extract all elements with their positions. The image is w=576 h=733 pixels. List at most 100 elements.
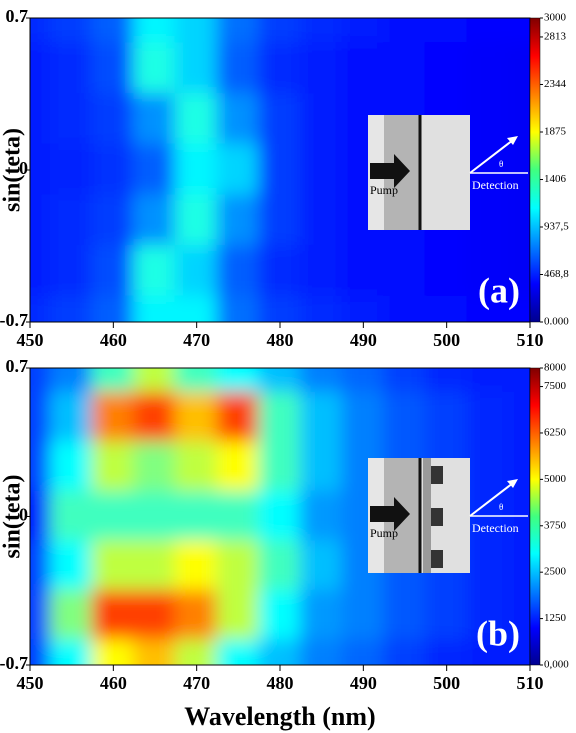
y-tick-label: 0.7 bbox=[6, 6, 29, 26]
y-tick-label: -0.7 bbox=[0, 310, 28, 330]
heatmap-cell bbox=[91, 589, 136, 642]
heatmap-cell bbox=[91, 368, 136, 394]
heatmap-cell bbox=[299, 295, 344, 322]
heatmap-cell bbox=[91, 42, 136, 95]
heatmap-cell bbox=[49, 194, 94, 247]
colorbar-tick-label: 2813 bbox=[544, 30, 567, 42]
heatmap-cell bbox=[49, 295, 94, 322]
heatmap-cell bbox=[49, 143, 94, 197]
colorbar-tick-label: 468,8 bbox=[544, 268, 569, 280]
x-tick-label: 450 bbox=[17, 330, 44, 350]
heatmap-cell bbox=[216, 42, 261, 95]
y-tick-label: 0.7 bbox=[6, 356, 29, 376]
heatmap-cell bbox=[341, 42, 386, 95]
heatmap-cell bbox=[91, 245, 136, 298]
heatmap-cell bbox=[258, 194, 302, 247]
heatmap-cell bbox=[216, 245, 261, 298]
heatmap-cell bbox=[174, 490, 219, 543]
heatmap-cell bbox=[508, 295, 530, 322]
heatmap-cell bbox=[508, 540, 530, 592]
detection-arrowhead bbox=[507, 136, 518, 145]
heatmap-cell bbox=[91, 391, 136, 444]
heatmap-cell bbox=[174, 589, 219, 642]
heatmap-cell bbox=[299, 143, 344, 197]
heatmap-cell bbox=[133, 441, 177, 493]
y-axis-label: sin(teta) bbox=[0, 475, 26, 559]
heatmap-cell bbox=[30, 194, 52, 247]
heatmap-cell bbox=[91, 93, 136, 146]
heatmap-cell bbox=[341, 368, 386, 394]
heatmap-cell bbox=[466, 540, 511, 592]
x-tick-label: 460 bbox=[100, 673, 127, 693]
colorbar-tick-label: 7500 bbox=[544, 380, 567, 392]
x-tick-label: 510 bbox=[517, 330, 544, 350]
inset-schematic: Pump θ Detection bbox=[368, 458, 528, 573]
heatmap-cell bbox=[133, 295, 177, 322]
heatmap-cell bbox=[91, 194, 136, 247]
heatmap-cell bbox=[174, 391, 219, 444]
x-tick-label: 470 bbox=[183, 673, 210, 693]
colorbar-tick-label: 1406 bbox=[544, 173, 567, 185]
colorbar-tick-label: 6250 bbox=[544, 427, 567, 439]
grating-tooth bbox=[431, 508, 443, 526]
colorbar-tick-label: 937,5 bbox=[544, 221, 569, 233]
heatmap-cell bbox=[341, 18, 386, 45]
heatmap-cell bbox=[258, 42, 302, 95]
heatmap-cell bbox=[216, 441, 261, 493]
heatmap-cell bbox=[174, 93, 219, 146]
x-tick-label: 500 bbox=[433, 673, 460, 693]
heatmap-cell bbox=[133, 540, 177, 592]
heatmap-cell bbox=[508, 42, 530, 95]
detection-ray bbox=[469, 482, 514, 517]
x-tick-label: 510 bbox=[517, 673, 544, 693]
heatmap-cell bbox=[133, 93, 177, 146]
heatmap-cell bbox=[91, 18, 136, 45]
colorbar-tick-label: 2500 bbox=[544, 566, 567, 578]
heatmap-cell bbox=[258, 391, 302, 444]
heatmap-cell bbox=[299, 18, 344, 45]
heatmap-cell bbox=[299, 441, 344, 493]
heatmap-cell bbox=[30, 18, 52, 45]
colorbar-tick-label: 1250 bbox=[544, 612, 567, 624]
heatmap-cell bbox=[91, 490, 136, 543]
heatmap-cell bbox=[174, 18, 219, 45]
heatmap-cell bbox=[424, 42, 469, 95]
layer bbox=[420, 115, 470, 230]
colorbar-tick-label: 3750 bbox=[544, 519, 567, 531]
heatmap-cell bbox=[383, 42, 427, 95]
pump-arrow bbox=[370, 154, 410, 188]
heatmap-cell bbox=[258, 143, 302, 197]
heatmap-cell bbox=[30, 490, 52, 543]
colorbar-tick-label: 5000 bbox=[544, 473, 567, 485]
heatmap-cell bbox=[216, 18, 261, 45]
heatmap-cell bbox=[216, 143, 261, 197]
heatmap-cell bbox=[341, 589, 386, 642]
heatmap-cell bbox=[91, 540, 136, 592]
heatmap-cell bbox=[424, 639, 469, 665]
heatmap-cell bbox=[258, 295, 302, 322]
x-tick-label: 450 bbox=[17, 673, 44, 693]
heatmap-cell bbox=[91, 441, 136, 493]
heatmap-cell bbox=[466, 93, 511, 146]
heatmap-cell bbox=[174, 42, 219, 95]
heatmap-cell bbox=[91, 295, 136, 322]
heatmap-cell bbox=[30, 441, 52, 493]
heatmap-cell bbox=[383, 18, 427, 45]
heatmap bbox=[30, 368, 530, 665]
x-tick-label: 480 bbox=[267, 330, 294, 350]
heatmap-cell bbox=[30, 42, 52, 95]
heatmap-cell bbox=[49, 391, 94, 444]
x-tick-label: 490 bbox=[350, 673, 377, 693]
heatmap-cell bbox=[49, 639, 94, 665]
heatmap-cell bbox=[258, 18, 302, 45]
heatmap-cell bbox=[133, 194, 177, 247]
heatmap-cell bbox=[466, 441, 511, 493]
x-tick-label: 490 bbox=[350, 330, 377, 350]
x-tick-label: 500 bbox=[433, 330, 460, 350]
heatmap-cell bbox=[299, 391, 344, 444]
heatmap-cell bbox=[133, 589, 177, 642]
heatmap-cell bbox=[508, 18, 530, 45]
colorbar-tick-label: 0.000 bbox=[544, 316, 569, 328]
colorbar-tick-label: 8000 bbox=[544, 362, 567, 374]
heatmap-cell bbox=[174, 143, 219, 197]
